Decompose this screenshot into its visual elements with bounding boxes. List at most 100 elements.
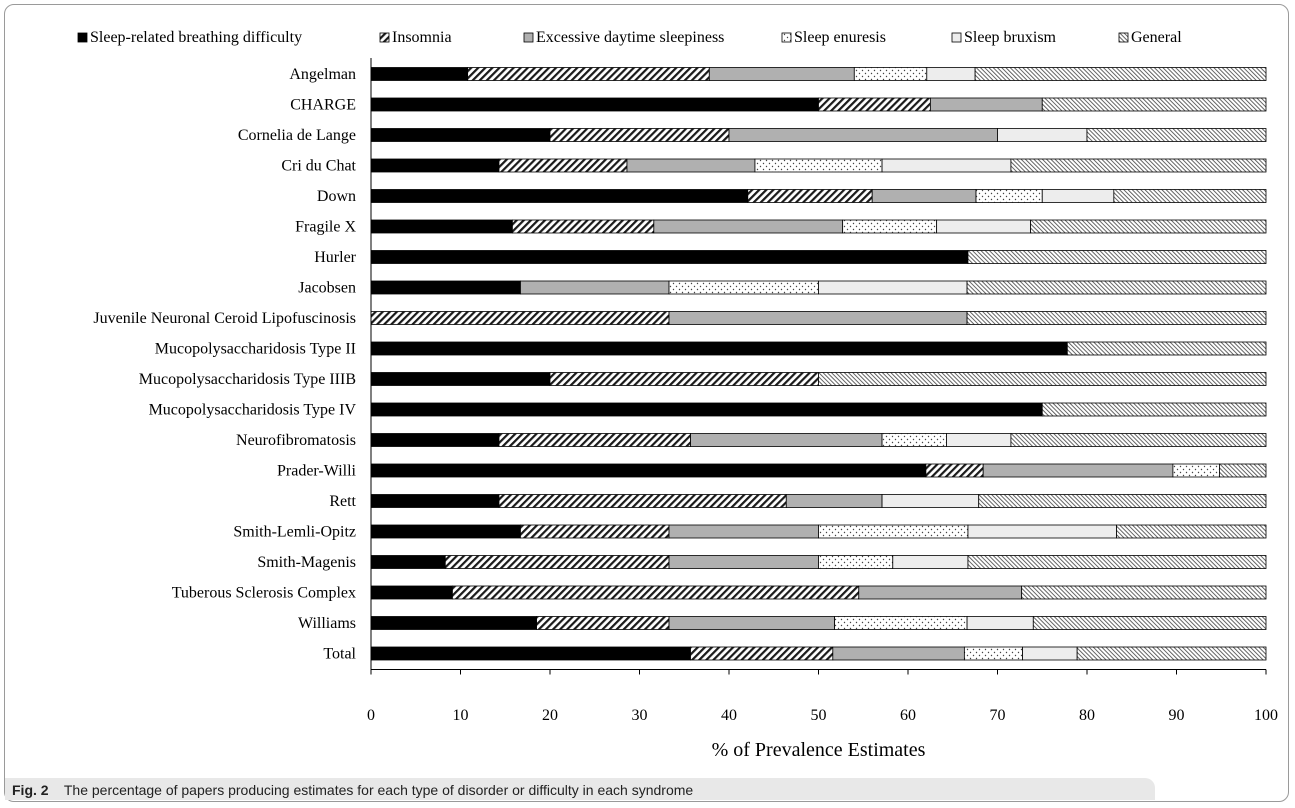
bar-jacobsen-sleep-bruxism [818, 280, 968, 295]
bar-down-sleep-bruxism [1041, 189, 1115, 203]
bar-fragile-x-sleep-bruxism [936, 219, 1032, 234]
y-axis-labels: Angelman CHARGE Cornelia de Lange Cri du Ch… [93, 66, 356, 663]
y-tick-label-rett: Rett [329, 493, 356, 510]
bar-down-excessive-daytime-sleepiness [871, 189, 977, 203]
bar-prader-willi-excessive-daytime-sleepiness [982, 463, 1174, 478]
bar-smith-magenis-insomnia [444, 555, 670, 569]
x-tick-label-0: 0 [367, 707, 375, 724]
bar-cri-du-chat-general [1010, 158, 1267, 173]
legend-label-sleep-related-breathing-difficulty: Sleep-related breathing difficulty [90, 29, 302, 46]
y-tick-label-mucopolysaccharidosis-type-ii: Mucopolysaccharidosis Type II [155, 341, 356, 358]
bar-prader-willi-insomnia [925, 463, 984, 478]
bar-neurofibromatosis-general [1010, 433, 1267, 447]
x-tick-label-40: 40 [721, 707, 737, 724]
x-tick-label-50: 50 [811, 707, 827, 724]
bar-mucopolysaccharidosis-type-ii-sleep-related-breathing-difficulty [370, 341, 1068, 356]
bar-angelman-excessive-daytime-sleepiness [708, 67, 855, 81]
bar-fragile-x-insomnia [512, 219, 655, 234]
legend-label-insomnia: Insomnia [392, 29, 452, 46]
bar-smith-magenis-sleep-enuresis [818, 555, 894, 569]
bar-total-insomnia [690, 646, 834, 661]
bar-mucopolysaccharidosis-type-iv-sleep-related-breathing-difficulty [370, 402, 1043, 417]
y-tick-label-total: Total [323, 646, 356, 663]
bar-tuberous-sclerosis-complex-general [1021, 585, 1267, 600]
bar-williams-insomnia [536, 616, 670, 630]
bar-williams-general [1032, 616, 1267, 630]
x-tick-label-70: 70 [990, 707, 1006, 724]
bar-williams-excessive-daytime-sleepiness [668, 616, 836, 630]
x-tick-label-60: 60 [900, 707, 916, 724]
bar-fragile-x-excessive-daytime-sleepiness [653, 219, 844, 234]
x-tick-label-80: 80 [1079, 707, 1095, 724]
bar-tuberous-sclerosis-complex-sleep-related-breathing-difficulty [370, 585, 453, 600]
bar-neurofibromatosis-insomnia [498, 433, 691, 447]
legend-swatch-excessive-daytime-sleepiness [523, 32, 534, 43]
bar-mucopolysaccharidosis-type-ii-general [1066, 341, 1267, 356]
x-axis: 0 10 20 30 40 50 60 70 80 90 100 % of Prevalence Es… [367, 58, 1278, 761]
legend-swatch-sleep-enuresis [781, 32, 792, 43]
x-axis-title: % of Prevalence Estimates [712, 739, 926, 761]
x-tick-label-100: 100 [1254, 707, 1278, 724]
caption-text: The percentage of papers producing estim… [63, 782, 694, 798]
bar-down-sleep-enuresis [975, 189, 1043, 203]
bar-hurler-sleep-related-breathing-difficulty [370, 250, 969, 264]
bar-neurofibromatosis-sleep-bruxism [946, 433, 1012, 447]
chart-legend: Sleep-related breathing difficulty Insomn… [77, 29, 1182, 46]
bar-smith-magenis-sleep-bruxism [892, 555, 969, 569]
bar-neurofibromatosis-sleep-enuresis [881, 433, 947, 447]
bar-cri-du-chat-sleep-enuresis [754, 158, 883, 173]
bar-smith-lemli-opitz-excessive-daytime-sleepiness [668, 524, 819, 539]
y-tick-label-mucopolysaccharidosis-type-iiib: Mucopolysaccharidosis Type IIIB [139, 371, 356, 388]
legend-label-sleep-bruxism: Sleep bruxism [964, 29, 1057, 46]
bar-rett-insomnia [498, 494, 787, 508]
y-tick-label-hurler: Hurler [314, 249, 356, 266]
bar-angelman-insomnia [467, 67, 710, 81]
bar-smith-magenis-sleep-related-breathing-difficulty [370, 555, 446, 569]
bar-smith-lemli-opitz-sleep-enuresis [818, 524, 969, 539]
bar-cornelia-de-lange-general [1086, 128, 1267, 142]
bar-rett-sleep-related-breathing-difficulty [370, 494, 500, 508]
bar-smith-lemli-opitz-sleep-related-breathing-difficulty [370, 524, 521, 539]
bar-smith-magenis-excessive-daytime-sleepiness [668, 555, 819, 569]
bar-total-excessive-daytime-sleepiness [832, 646, 965, 661]
bar-jacobsen-sleep-enuresis [668, 280, 819, 295]
y-tick-label-angelman: Angelman [289, 66, 356, 83]
bar-cri-du-chat-sleep-related-breathing-difficulty [370, 158, 500, 173]
y-tick-label-cornelia-de-lange: Cornelia de Lange [238, 127, 356, 144]
bar-total-general [1076, 646, 1267, 661]
bar-prader-willi-general [1219, 463, 1267, 478]
bar-cornelia-de-lange-sleep-related-breathing-difficulty [370, 128, 551, 142]
bar-cornelia-de-lange-excessive-daytime-sleepiness [728, 128, 998, 142]
bar-juvenile-neuronal-ceroid-lipofuscinosis-insomnia [370, 311, 670, 325]
bar-charge-sleep-related-breathing-difficulty [370, 97, 819, 112]
y-tick-label-williams: Williams [298, 615, 356, 632]
bar-jacobsen-sleep-related-breathing-difficulty [370, 280, 521, 295]
bar-cri-du-chat-sleep-bruxism [881, 158, 1012, 173]
legend-label-excessive-daytime-sleepiness: Excessive daytime sleepiness [536, 29, 724, 46]
bar-down-sleep-related-breathing-difficulty [370, 189, 749, 203]
bar-williams-sleep-bruxism [966, 616, 1034, 630]
bar-total-sleep-bruxism [1022, 646, 1078, 661]
y-tick-label-fragile-x: Fragile X [295, 219, 356, 236]
bar-tuberous-sclerosis-complex-excessive-daytime-sleepiness [858, 585, 1023, 600]
bar-rett-sleep-bruxism [881, 494, 980, 508]
bar-angelman-sleep-related-breathing-difficulty [370, 67, 469, 81]
y-tick-label-juvenile-neuronal-ceroid-lipofuscinosis: Juvenile Neuronal Ceroid Lipofuscinosis [93, 310, 356, 327]
figure-caption: Fig. 2 The percentage of papers producin… [12, 780, 693, 800]
x-tick-label-90: 90 [1169, 707, 1185, 724]
x-tick-label-30: 30 [632, 707, 648, 724]
bar-fragile-x-general [1030, 219, 1267, 234]
legend-swatch-insomnia [379, 32, 390, 43]
y-tick-label-cri-du-chat: Cri du Chat [281, 158, 356, 175]
legend-swatch-sleep-related-breathing-difficulty [77, 32, 88, 43]
legend-swatch-general [1118, 32, 1129, 43]
bar-juvenile-neuronal-ceroid-lipofuscinosis-general [966, 311, 1267, 325]
bar-mucopolysaccharidosis-type-iiib-sleep-related-breathing-difficulty [370, 372, 551, 386]
bar-prader-willi-sleep-enuresis [1172, 463, 1220, 478]
y-tick-label-prader-willi: Prader-Willi [277, 463, 357, 480]
bar-fragile-x-sleep-related-breathing-difficulty [370, 219, 513, 234]
bar-charge-insomnia [818, 97, 931, 112]
bar-angelman-sleep-enuresis [853, 67, 928, 81]
bar-mucopolysaccharidosis-type-iiib-general [818, 372, 1267, 386]
